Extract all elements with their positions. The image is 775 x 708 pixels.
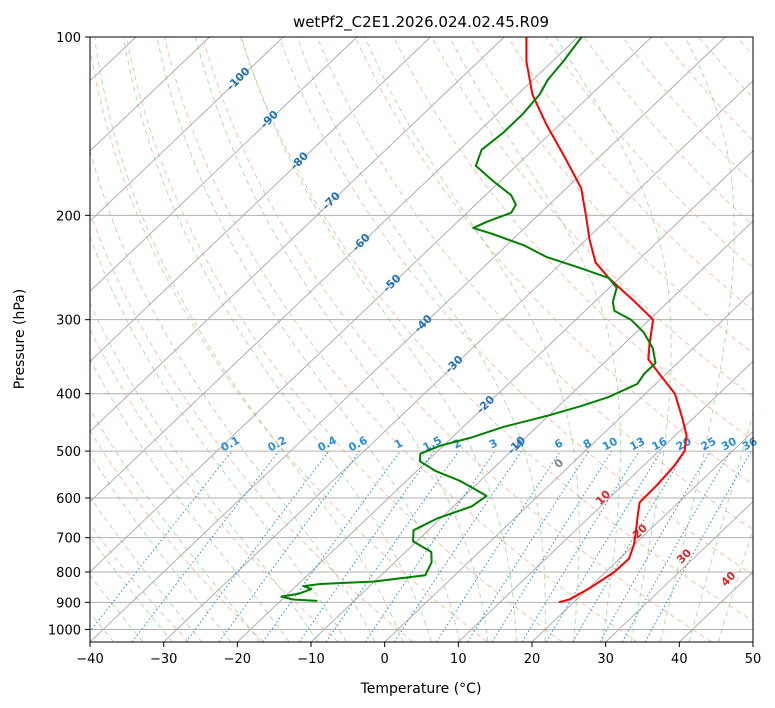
mixing-ratio-line <box>298 450 435 642</box>
moist-adiabat <box>449 37 621 642</box>
isotherm-line <box>605 501 753 642</box>
moist-adiabat <box>90 495 203 642</box>
dry-adiabat <box>90 523 190 642</box>
dry-adiabat <box>392 37 753 442</box>
y-tick-label: 800 <box>56 566 81 581</box>
moist-adiabat <box>241 37 517 642</box>
moist-adiabat <box>123 37 432 642</box>
y-tick-label: 500 <box>56 445 81 460</box>
x-tick-label: 20 <box>524 652 541 667</box>
x-axis-title: Temperature (°C) <box>360 681 482 697</box>
mixing-ratio-label: 20 <box>674 435 694 454</box>
y-tick-label: 1000 <box>48 623 81 638</box>
isotherm-line <box>458 360 753 642</box>
mixing-ratio-line <box>325 450 460 642</box>
y-tick-label: 900 <box>56 596 81 611</box>
y-tick-label: 600 <box>56 492 81 507</box>
dry-adiabat <box>507 37 753 312</box>
isotherm-line <box>90 37 284 222</box>
dry-adiabat <box>90 45 488 642</box>
x-tick-label: 40 <box>671 652 688 667</box>
mixing-ratio-label: 36 <box>740 435 760 454</box>
y-tick-label: 200 <box>56 209 81 224</box>
x-tick-label: −40 <box>76 652 103 667</box>
mixing-ratio-line <box>644 450 752 642</box>
mixing-ratio-label: 16 <box>650 435 670 454</box>
plot-area <box>90 37 753 642</box>
plot-frame <box>89 36 754 643</box>
y-axis-title: Pressure (hPa) <box>12 289 28 389</box>
y-tick-label: 700 <box>56 532 81 547</box>
x-tick-label: 10 <box>450 652 467 667</box>
moist-adiabat <box>94 37 404 642</box>
dry-adiabat <box>354 37 753 486</box>
moist-adiabat <box>90 535 173 642</box>
isotherm-line <box>90 37 579 503</box>
isotherm-line <box>531 430 753 642</box>
mixing-ratio-line <box>218 450 361 642</box>
moist-adiabat <box>90 148 376 642</box>
y-tick-label: 400 <box>56 388 81 403</box>
dewpoint-line <box>280 37 657 602</box>
chart-title: wetPf2_C2E1.2026.024.02.45.R09 <box>293 13 549 32</box>
x-tick-label: −20 <box>224 652 251 667</box>
moist-adiabat <box>296 37 546 642</box>
moist-adiabat <box>90 235 347 642</box>
mixing-ratio-line <box>621 450 732 642</box>
x-tick-label: 50 <box>745 652 762 667</box>
isotherm-line <box>90 37 726 642</box>
mixing-ratio-line <box>364 450 496 642</box>
sounding-series <box>280 37 688 604</box>
isotherm-line <box>90 37 505 433</box>
moist-adiabat <box>90 302 319 642</box>
mixing-ratio-line <box>185 450 330 642</box>
x-tick-label: −30 <box>150 652 177 667</box>
mixing-ratio-line <box>393 450 523 642</box>
dry-adiabat <box>90 211 414 642</box>
x-tick-label: 30 <box>597 652 614 667</box>
isotherm-line <box>90 37 210 152</box>
moist-adiabat <box>555 37 672 642</box>
moist-adiabat <box>195 37 489 642</box>
mixing-ratio-label: 13 <box>628 435 648 454</box>
y-tick-label: 300 <box>56 314 81 329</box>
x-tick-label: −10 <box>297 652 324 667</box>
mixing-ratio-line <box>467 450 590 642</box>
mixing-ratio-line <box>521 450 640 642</box>
mixing-ratio-line <box>262 450 401 642</box>
dry-adiabat <box>202 37 712 642</box>
isotherm-line <box>163 80 753 642</box>
temperature-line <box>525 37 688 604</box>
dry-adiabat <box>163 37 638 642</box>
mixing-ratio-line <box>435 450 561 642</box>
isotherm-line <box>90 37 358 292</box>
moist-adiabat <box>90 574 144 642</box>
mixing-ratio-label: 10 <box>600 435 620 454</box>
moist-adiabat <box>364 37 580 642</box>
axis-ticks: −40 −30 −20 −10 0 10 20 30 40 50 1000 900 800 700 600 5… <box>48 31 761 667</box>
isotherm-line <box>384 290 753 642</box>
x-tick-label: 0 <box>381 652 389 667</box>
y-tick-label: 100 <box>56 31 81 46</box>
isotherm-line <box>237 150 753 642</box>
mixing-ratio-label: 25 <box>699 435 719 454</box>
mixing-ratio-label: 30 <box>719 435 739 454</box>
isotherm-line <box>90 37 431 362</box>
